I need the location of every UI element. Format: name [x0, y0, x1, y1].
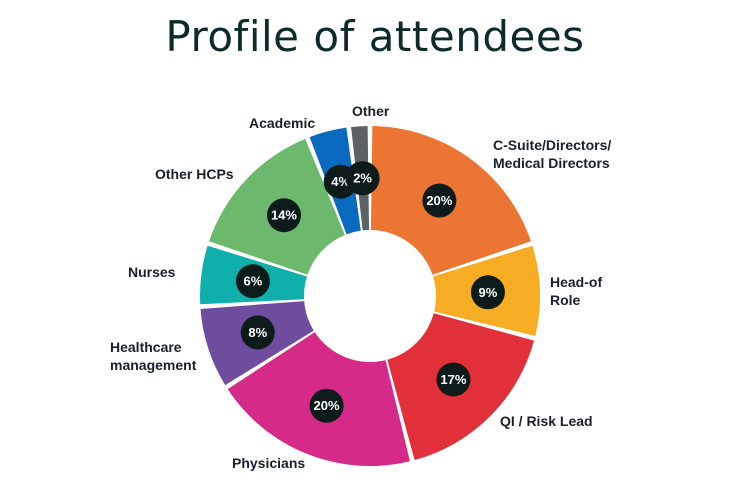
category-label-nurses: Nurses	[128, 264, 176, 280]
value-label-physicians: 20%	[314, 398, 340, 413]
badge-other	[345, 161, 380, 196]
value-label-qi-risk-lead: 17%	[440, 372, 466, 387]
badge-physicians	[309, 388, 344, 423]
badge-c-suite-directors-medical-directors	[422, 183, 457, 218]
category-label-head-of-role: Head-of Role	[550, 274, 602, 308]
category-label-other: Other	[352, 103, 390, 119]
chart-title: Profile of attendees	[165, 12, 585, 61]
badges-group: 20%9%17%20%8%6%14%4% 2%	[235, 161, 505, 423]
category-label-other-hcps: Other HCPs	[155, 166, 234, 182]
category-label-qi-risk-lead: QI / Risk Lead	[500, 413, 593, 429]
labels-group: C-Suite/Directors/Medical Directors Head-…	[110, 103, 611, 471]
category-label-c-suite-directors-medical-directors: C-Suite/Directors/Medical Directors	[493, 137, 611, 171]
badge-head-of-role	[470, 275, 505, 310]
category-label-physicians: Physicians	[232, 455, 305, 471]
value-label-c-suite-directors-medical-directors: 20%	[426, 193, 452, 208]
value-label-nurses: 6%	[244, 274, 263, 289]
value-label-other-hcps: 14%	[271, 208, 297, 223]
badge-nurses	[235, 264, 270, 299]
badge-healthcare-management	[240, 315, 275, 350]
badge-other-hcps	[266, 198, 301, 233]
value-label-healthcare-management: 8%	[248, 325, 267, 340]
slices-group	[199, 126, 540, 467]
badge-qi-risk-lead	[436, 362, 471, 397]
value-label-other: 2%	[353, 171, 372, 186]
category-label-healthcare-management: Healthcare management	[110, 339, 197, 373]
value-label-head-of-role: 9%	[479, 285, 498, 300]
category-label-academic: Academic	[249, 115, 315, 131]
